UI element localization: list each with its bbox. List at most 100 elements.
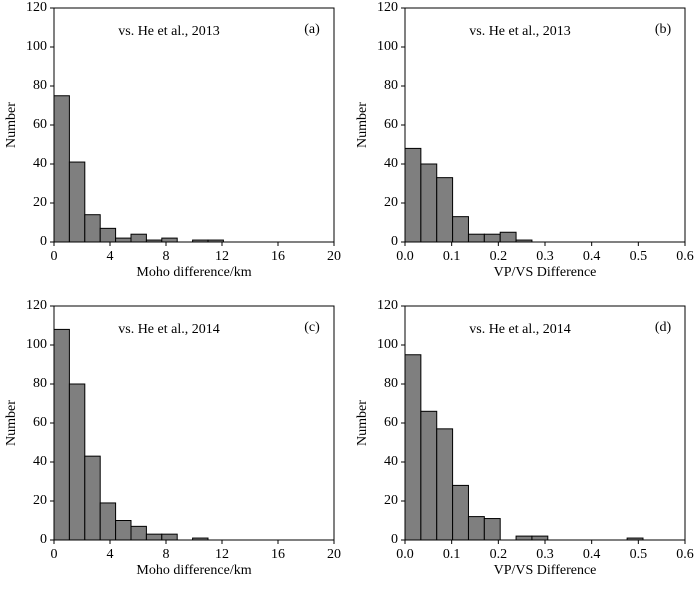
x-axis-label: VP/VS Difference xyxy=(494,265,597,280)
bar xyxy=(483,233,501,243)
bar xyxy=(115,520,132,541)
y-tick-label: 100 xyxy=(377,39,398,54)
bar xyxy=(145,533,163,541)
x-tick-label: 0.5 xyxy=(630,249,648,264)
bar xyxy=(53,328,70,541)
x-tick-label: 0.1 xyxy=(443,249,461,264)
bar xyxy=(467,516,485,541)
y-tick-label: 80 xyxy=(384,376,398,391)
bar xyxy=(84,455,101,541)
bar xyxy=(483,518,501,541)
bar xyxy=(99,502,117,541)
y-tick-label: 0 xyxy=(391,532,398,547)
y-tick-label: 120 xyxy=(26,298,47,313)
panel-label: (c) xyxy=(304,320,320,335)
y-tick-label: 0 xyxy=(40,234,47,249)
bar xyxy=(467,233,485,243)
bar xyxy=(68,161,86,243)
y-tick-label: 40 xyxy=(33,454,47,469)
y-tick-label: 0 xyxy=(391,234,398,249)
bar xyxy=(53,95,70,243)
y-tick-label: 20 xyxy=(384,195,398,210)
x-tick-label: 8 xyxy=(163,249,170,264)
x-tick-label: 20 xyxy=(327,249,341,264)
y-tick-label: 60 xyxy=(384,415,398,430)
x-axis-label: Moho difference/km xyxy=(136,563,251,578)
x-tick-label: 0.4 xyxy=(583,547,601,562)
y-tick-label: 100 xyxy=(377,337,398,352)
y-tick-label: 80 xyxy=(384,78,398,93)
bar xyxy=(130,525,147,541)
y-tick-label: 40 xyxy=(33,156,47,171)
x-tick-label: 0.2 xyxy=(490,547,508,562)
bar xyxy=(452,484,469,541)
bar xyxy=(404,147,422,243)
bar xyxy=(515,535,533,541)
bar xyxy=(404,354,422,541)
x-tick-label: 0.2 xyxy=(490,249,508,264)
x-axis-label: Moho difference/km xyxy=(136,265,251,280)
panel-title: vs. He et al., 2014 xyxy=(469,322,570,337)
y-tick-label: 100 xyxy=(26,337,47,352)
x-tick-label: 0.3 xyxy=(536,547,554,562)
y-axis-label: Number xyxy=(4,102,19,148)
panel-title: vs. He et al., 2014 xyxy=(118,322,219,337)
x-tick-label: 0.3 xyxy=(536,249,554,264)
x-tick-label: 0 xyxy=(51,547,58,562)
y-tick-label: 60 xyxy=(33,117,47,132)
x-tick-label: 0.6 xyxy=(676,249,694,264)
bar xyxy=(84,214,101,243)
y-tick-label: 120 xyxy=(377,298,398,313)
bar xyxy=(130,233,147,243)
plot-frame xyxy=(53,7,335,243)
y-tick-label: 20 xyxy=(33,195,47,210)
x-tick-label: 16 xyxy=(271,547,285,562)
x-tick-label: 4 xyxy=(107,547,114,562)
y-axis-label: Number xyxy=(355,102,370,148)
bar xyxy=(499,231,517,243)
y-tick-label: 40 xyxy=(384,454,398,469)
bar xyxy=(161,237,178,243)
x-tick-label: 0.4 xyxy=(583,249,601,264)
y-tick-label: 60 xyxy=(384,117,398,132)
bar xyxy=(436,177,454,243)
x-tick-label: 12 xyxy=(215,249,229,264)
x-tick-label: 8 xyxy=(163,547,170,562)
bar xyxy=(420,410,438,541)
x-tick-label: 12 xyxy=(215,547,229,562)
y-tick-label: 120 xyxy=(377,0,398,15)
x-tick-label: 16 xyxy=(271,249,285,264)
bar xyxy=(115,237,132,243)
y-tick-label: 100 xyxy=(26,39,47,54)
x-tick-label: 4 xyxy=(107,249,114,264)
y-tick-label: 40 xyxy=(384,156,398,171)
bar xyxy=(68,383,86,541)
y-tick-label: 20 xyxy=(33,493,47,508)
panel-title: vs. He et al., 2013 xyxy=(469,24,570,39)
y-tick-label: 20 xyxy=(384,493,398,508)
y-tick-label: 0 xyxy=(40,532,47,547)
panel-label: (d) xyxy=(655,320,672,335)
x-axis-label: VP/VS Difference xyxy=(494,563,597,578)
x-tick-label: 0.1 xyxy=(443,547,461,562)
bar xyxy=(161,533,178,541)
x-tick-label: 0.0 xyxy=(396,547,414,562)
y-axis-label: Number xyxy=(4,400,19,446)
bar xyxy=(452,216,469,243)
x-tick-label: 20 xyxy=(327,547,341,562)
panel-label: (a) xyxy=(304,22,320,37)
bar xyxy=(531,535,549,541)
bar xyxy=(99,227,117,243)
y-tick-label: 60 xyxy=(33,415,47,430)
x-tick-label: 0.6 xyxy=(676,547,694,562)
y-tick-label: 80 xyxy=(33,78,47,93)
x-tick-label: 0.5 xyxy=(630,547,648,562)
panel-label: (b) xyxy=(655,22,672,37)
x-tick-label: 0 xyxy=(51,249,58,264)
panel-title: vs. He et al., 2013 xyxy=(118,24,219,39)
bar xyxy=(420,163,438,243)
bar xyxy=(436,428,454,541)
y-axis-label: Number xyxy=(355,400,370,446)
y-tick-label: 80 xyxy=(33,376,47,391)
